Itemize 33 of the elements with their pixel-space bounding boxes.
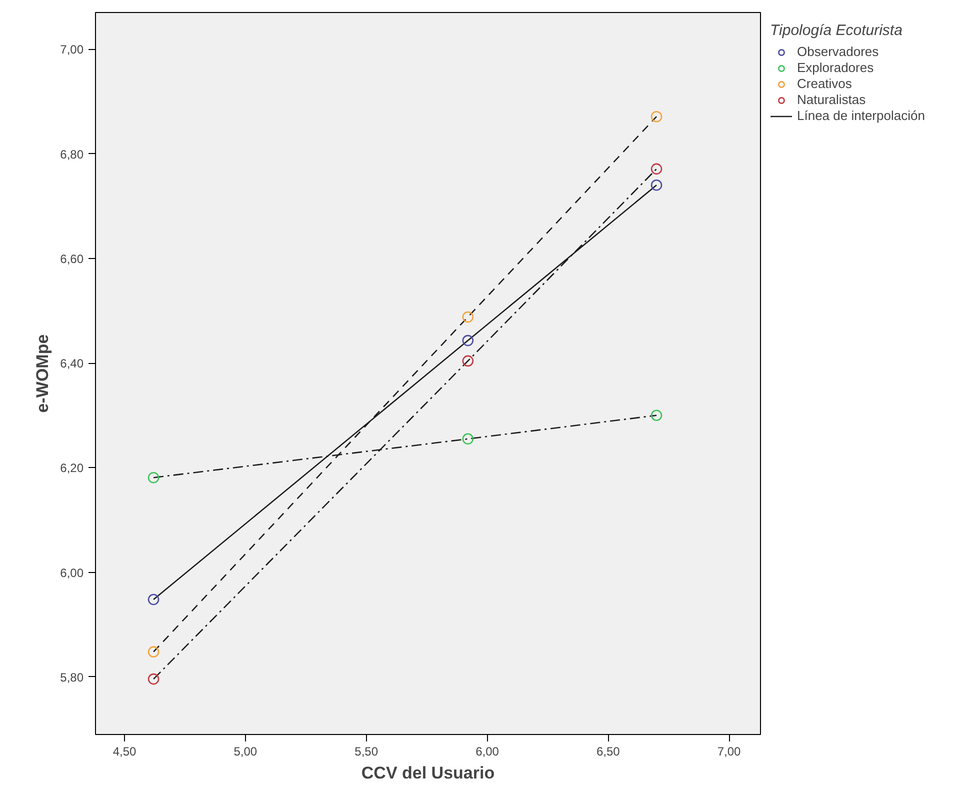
x-axis-title: CCV del Usuario xyxy=(361,764,495,782)
x-tick-label: 5,00 xyxy=(234,744,258,758)
point xyxy=(148,646,160,658)
y-tick-label: 6,20 xyxy=(60,461,84,476)
y-tick-label: 7,00 xyxy=(60,42,84,57)
point xyxy=(650,410,662,421)
point xyxy=(650,110,662,122)
x-tick-label: 4,50 xyxy=(112,744,137,758)
y-axis-title: e-WOMpe xyxy=(33,334,52,413)
y-tick-label: 6,00 xyxy=(60,566,84,580)
text: Línea de interpolación xyxy=(797,108,925,123)
point xyxy=(462,311,474,323)
point xyxy=(650,180,662,191)
legend-label: Creativos xyxy=(797,76,852,91)
point xyxy=(462,433,474,445)
y-tick-label: 6,60 xyxy=(60,252,84,266)
y-tick-label: 6,40 xyxy=(60,356,84,371)
legend-label: Naturalistas xyxy=(797,92,866,107)
legend-title: Tipología Ecoturista xyxy=(770,22,904,39)
y-tick-label: 5,80 xyxy=(60,670,84,684)
x-tick-label: 6,50 xyxy=(596,744,620,758)
legend-label: Observadores xyxy=(797,44,879,59)
x-tick-label: 5,50 xyxy=(354,744,378,758)
point xyxy=(148,594,160,606)
x-tick-label: 7,00 xyxy=(717,744,742,758)
point xyxy=(148,673,160,685)
point xyxy=(462,355,474,367)
legend-label: Exploradores xyxy=(797,60,874,75)
y-tick-label: 6,80 xyxy=(60,147,84,162)
point xyxy=(148,472,160,484)
point xyxy=(650,163,662,175)
x-tick-label: 6,00 xyxy=(476,744,500,758)
point xyxy=(462,334,474,346)
